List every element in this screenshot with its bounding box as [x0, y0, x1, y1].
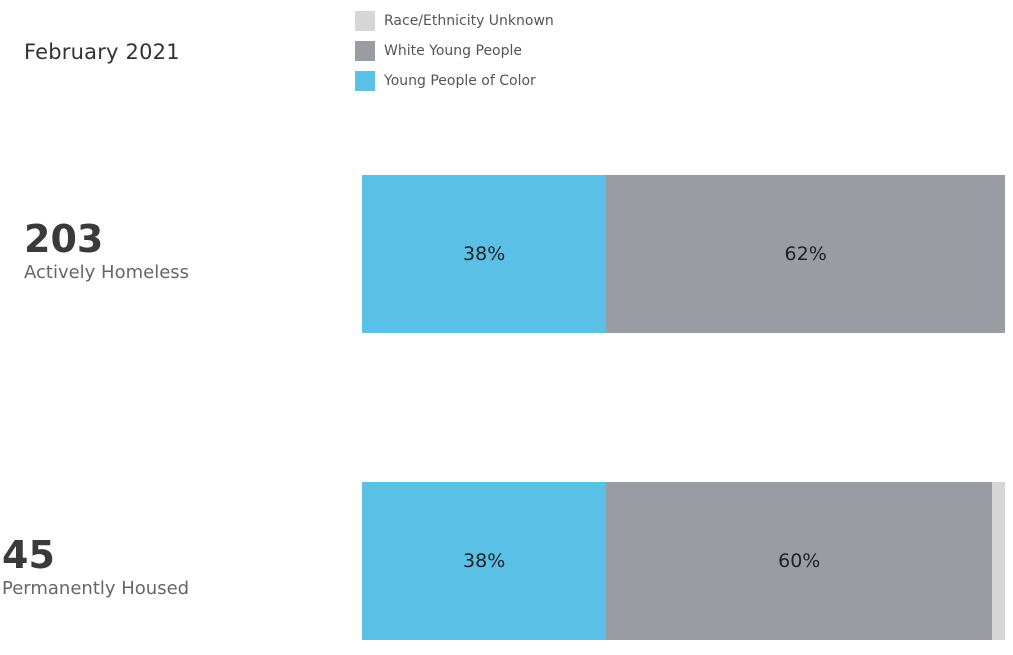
chart-legend: Race/Ethnicity Unknown White Young Peopl…	[355, 6, 554, 96]
legend-item-white: White Young People	[355, 36, 554, 66]
segment-value-label: 62%	[784, 243, 827, 265]
period-title: February 2021	[24, 40, 180, 64]
legend-swatch-white	[355, 41, 375, 61]
segment-white-young-people: 62%	[606, 175, 1005, 333]
segment-value-label: 38%	[463, 243, 506, 265]
legend-item-unknown: Race/Ethnicity Unknown	[355, 6, 554, 36]
legend-label-color: Young People of Color	[384, 73, 536, 89]
segment-value-label: 60%	[778, 550, 821, 572]
metric-actively-homeless: 203 Actively Homeless	[24, 217, 189, 285]
metric-permanently-housed: 45 Permanently Housed	[2, 533, 189, 601]
segment-white-young-people: 60%	[606, 482, 993, 640]
segment-race-unknown	[992, 482, 1005, 640]
metric-count: 45	[2, 533, 55, 577]
legend-swatch-color	[355, 71, 375, 91]
legend-label-white: White Young People	[384, 43, 523, 59]
stacked-bar-actively-homeless: 38% 62%	[362, 175, 1005, 333]
legend-label-unknown: Race/Ethnicity Unknown	[384, 13, 554, 29]
legend-swatch-unknown	[355, 11, 375, 31]
metric-label: Permanently Housed	[2, 578, 190, 599]
segment-value-label: 38%	[463, 550, 506, 572]
metric-count: 203	[24, 217, 104, 261]
stacked-bar-permanently-housed: 38% 60%	[362, 482, 1005, 640]
legend-item-color: Young People of Color	[355, 66, 554, 96]
metric-label: Actively Homeless	[24, 262, 190, 283]
segment-young-people-of-color: 38%	[362, 175, 607, 333]
segment-young-people-of-color: 38%	[362, 482, 607, 640]
